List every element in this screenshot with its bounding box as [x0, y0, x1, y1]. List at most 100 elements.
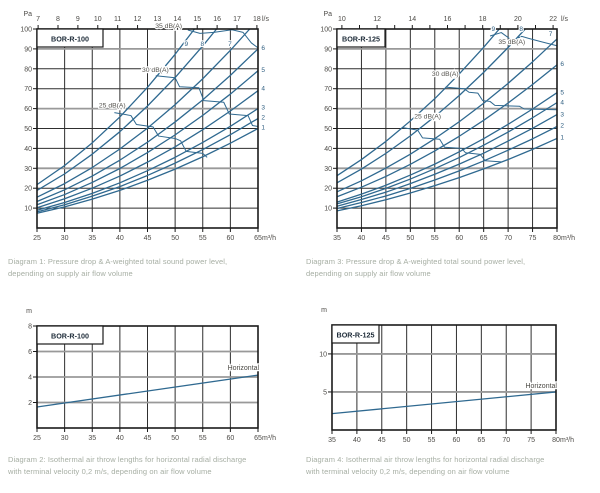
y-tick-label: 30: [24, 166, 32, 173]
chart-title-box: [331, 324, 380, 344]
x-axis-unit-label: m³/h: [262, 235, 276, 242]
y-tick-label: 60: [24, 106, 32, 113]
x-tick-label: 45: [144, 435, 152, 442]
y-tick-label: 6: [28, 349, 32, 356]
x-tick-label: 65: [254, 235, 262, 242]
x-tick-label: 45: [382, 235, 390, 242]
y-tick-label: 80: [324, 66, 332, 73]
x-tick-label: 35: [333, 235, 341, 242]
diagram2-caption: Diagram 2: Isothermal air throw lengths …: [8, 454, 280, 478]
fan-curve-label: 5: [560, 90, 564, 97]
sound-contour-line: [401, 127, 502, 163]
x-tick-label: 70: [504, 235, 512, 242]
x2-axis-unit-label: l/s: [262, 16, 270, 23]
fan-curve-label: 2: [560, 123, 564, 130]
x-tick-label: 80: [553, 235, 561, 242]
x2-tick-label: 7: [36, 16, 40, 23]
x-tick-label: 45: [378, 437, 386, 444]
diagram4-caption: Diagram 4: Isothermal air throw lengths …: [306, 454, 578, 478]
x2-tick-label: 12: [134, 16, 142, 23]
fan-curve-line: [36, 48, 259, 203]
x-tick-label: 40: [353, 437, 361, 444]
x2-tick-label: 8: [56, 16, 60, 23]
x2-tick-label: 14: [408, 16, 416, 23]
y-tick-label: 70: [324, 86, 332, 93]
sound-contour-line: [114, 112, 208, 158]
fan-curve-label: 1: [261, 124, 265, 131]
x-tick-label: 50: [403, 437, 411, 444]
pressure-drop-chart-bor-r-125: 35 40 45 50 55 60 65 70 75 80 m³/h1020304050607080…: [320, 11, 575, 242]
fan-curve-label: 3: [261, 105, 265, 112]
x-tick-label: 25: [33, 235, 41, 242]
chart-title: BOR-R-125: [337, 331, 375, 340]
x-tick-label: 60: [455, 235, 463, 242]
chart-title-box: [36, 28, 104, 48]
fan-curve-line: [336, 28, 526, 184]
throw-length-line: [331, 391, 557, 415]
y-axis-unit-label: m: [321, 307, 327, 314]
diagram2-caption-line1: Diagram 2: Isothermal air throw lengths …: [8, 455, 247, 464]
x-tick-label: 60: [226, 235, 234, 242]
x-tick-label: 55: [199, 235, 207, 242]
fan-curve-line: [36, 90, 259, 209]
x-tick-label: 60: [453, 437, 461, 444]
x-tick-label: 30: [61, 235, 69, 242]
x2-tick-label: 18: [253, 16, 261, 23]
y-tick-label: 40: [324, 146, 332, 153]
diagram2-caption-line2: with terminal velocity 0,2 m/s, dependin…: [8, 467, 212, 476]
fan-curve-line: [36, 28, 251, 198]
fan-curve-label: 9: [491, 26, 495, 33]
x-tick-label: 80: [552, 437, 560, 444]
sound-contour-line: [445, 86, 558, 111]
sound-contour-line: [155, 75, 259, 128]
x2-tick-label: 12: [373, 16, 381, 23]
fan-curve-label: 8: [201, 41, 205, 48]
fan-curve-line: [36, 70, 259, 206]
y-tick-label: 10: [319, 351, 327, 358]
y-tick-label: 30: [324, 166, 332, 173]
x-axis-unit-label: m³/h: [561, 235, 575, 242]
fan-curve-line: [36, 28, 195, 186]
y-axis-unit-label: m: [26, 308, 32, 315]
fan-curve-line: [336, 102, 558, 205]
sound-contour-label: 35 dB(A): [155, 23, 182, 30]
x-tick-label: 50: [406, 235, 414, 242]
x-tick-label: 50: [171, 435, 179, 442]
fan-curve-label: 3: [560, 112, 564, 119]
fan-curve-label: 6: [560, 61, 564, 68]
x-axis-unit-label: m³/h: [262, 435, 276, 442]
diagram1-caption-line2: depending on supply air flow volume: [8, 269, 133, 278]
x-tick-label: 65: [480, 235, 488, 242]
x2-tick-label: 18: [479, 16, 487, 23]
x-tick-label: 75: [527, 437, 535, 444]
y-tick-label: 100: [20, 27, 32, 34]
y-tick-label: 20: [324, 186, 332, 193]
x-tick-label: 25: [33, 435, 41, 442]
x-tick-label: 70: [502, 437, 510, 444]
fan-curve-label: 1: [560, 134, 564, 141]
chart-title: BOR-R-100: [51, 35, 89, 44]
x-axis-unit-label: m³/h: [560, 437, 574, 444]
y-tick-label: 10: [324, 206, 332, 213]
x-tick-label: 40: [358, 235, 366, 242]
x2-tick-label: 15: [193, 16, 201, 23]
x-tick-label: 35: [328, 437, 336, 444]
x-tick-label: 65: [254, 435, 262, 442]
throw-line-label: Horizontal: [525, 383, 557, 390]
throw-length-line: [36, 374, 259, 408]
fan-curve-line: [336, 64, 558, 198]
x-tick-label: 40: [116, 435, 124, 442]
air-throw-chart-bor-r-125: 35 40 45 50 55 60 65 70 75 80 m³/h 5 10 m BOR-R-125 Hor…: [319, 307, 574, 444]
x-tick-label: 65: [477, 437, 485, 444]
x2-tick-label: 9: [76, 16, 80, 23]
fan-curve-label: 9: [185, 41, 189, 48]
fan-curve-label: 2: [261, 115, 265, 122]
y-tick-label: 70: [24, 86, 32, 93]
diagram3-caption-line1: Diagram 3: Pressure drop & A-weighted to…: [306, 257, 526, 266]
y-tick-label: 8: [28, 324, 32, 331]
y-axis-unit-label: Pa: [23, 11, 32, 18]
x2-tick-label: 11: [114, 16, 121, 23]
x-tick-label: 75: [529, 235, 537, 242]
x2-tick-label: 22: [549, 16, 557, 23]
